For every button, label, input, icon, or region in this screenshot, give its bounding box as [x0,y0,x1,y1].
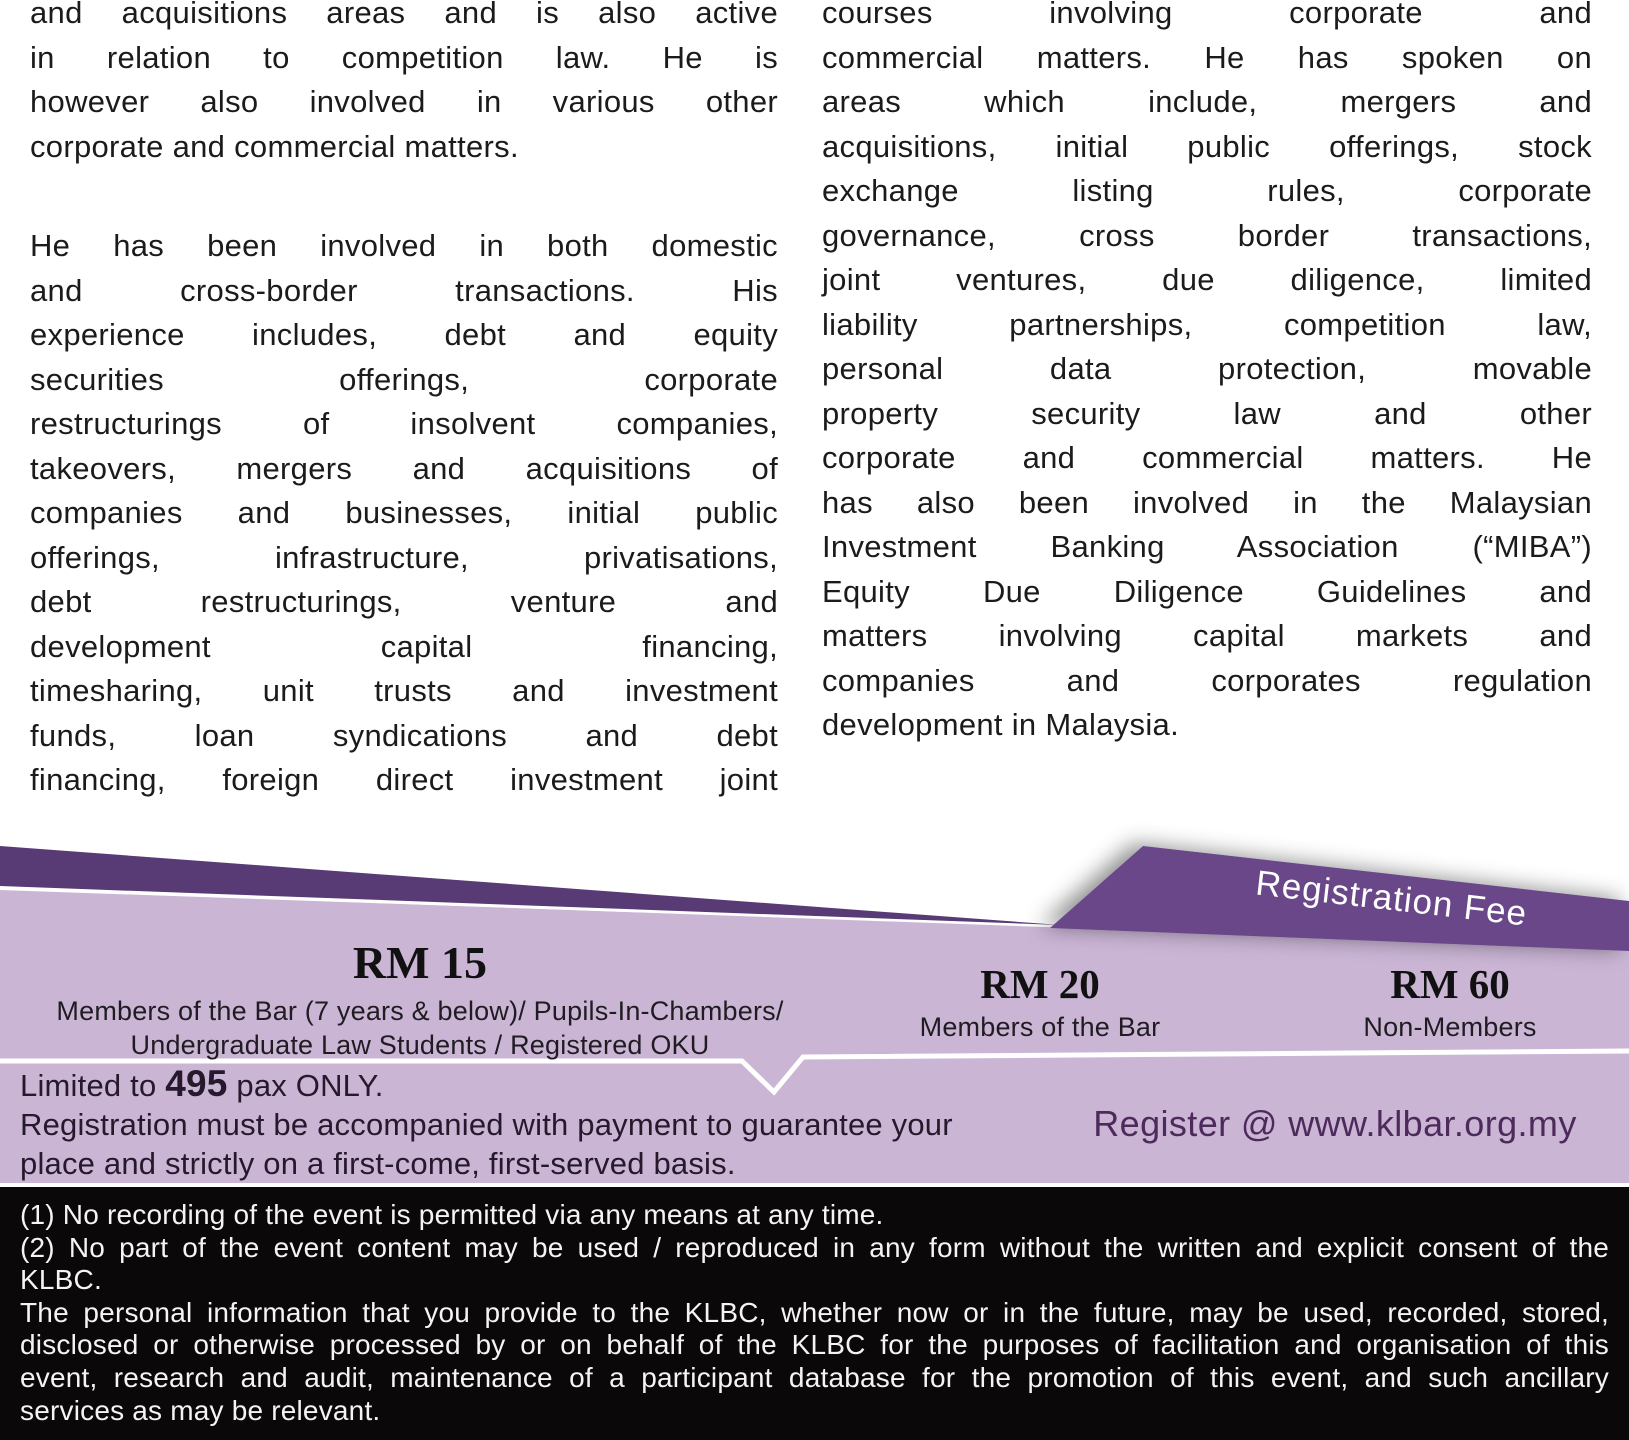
text-line: restructurings of insolvent companies, [30,406,778,441]
text-line: liability partnerships, competition law, [822,306,1592,342]
text-line: financing, foreign direct investment joi… [30,762,778,797]
price-rm15: RM 15 [352,937,488,988]
text-line: companies and corporates regulation [822,662,1592,698]
text-line: governance, cross border transactions, [822,217,1592,253]
text-line: Registration must be accompanied with pa… [20,1107,953,1142]
text-line: development capital financing, [30,628,778,664]
text-line: matters involving capital markets and [822,618,1592,653]
text-line: companies and businesses, initial public [30,495,778,530]
text-line: experience includes, debt and equity [30,317,778,352]
text-line: has also been involved in the Malaysian [822,484,1592,520]
text-line: services as may be relevant. [20,1394,381,1426]
price-rm60: RM 60 [1390,961,1510,1007]
text-line: KLBC. [20,1264,102,1296]
text-line: and cross-border transactions. His [30,272,778,308]
bio-paragraph-3: courses involving corporate and commercia… [822,0,1592,748]
text-line: Equity Due Diligence Guidelines and [822,573,1592,609]
text-line: commercial matters. He has spoken on [822,39,1592,75]
price-rm20-description: Members of the Bar [919,1012,1161,1042]
limit-line: Limited to 495 pax ONLY. [20,1064,1260,1105]
text-line: corporate and commercial matters. [30,128,519,164]
bio-paragraph-2: He has been involved in both domestic and… [30,224,778,803]
price-rm20: RM 20 [980,961,1100,1007]
text-line: areas which include, mergers and [822,84,1592,119]
text-line: development in Malaysia. [822,707,1179,742]
text-line: courses involving corporate and [822,0,1592,30]
terms-footer: (1) No recording of the event is permitt… [0,1187,1629,1440]
text-line: Investment Banking Association (“MIBA”) [822,529,1592,564]
limit-suffix: pax ONLY. [227,1068,384,1103]
rm15-desc-line1: Members of the Bar (7 years & below)/ Pu… [56,996,784,1026]
text-line: event, research and audit, maintenance o… [20,1361,1609,1393]
text-line: offerings, infrastructure, privatisation… [30,539,778,575]
text-line: corporate and commercial matters. He [822,440,1592,475]
price-rm60-description: Non-Members [1363,1012,1537,1042]
payment-note: Registration must be accompanied with pa… [20,1105,1260,1183]
limit-pax-count: 495 [165,1063,228,1104]
limit-prefix: Limited to [20,1068,166,1103]
text-line: timesharing, unit trusts and investment [30,673,778,708]
bio-right-column: courses involving corporate and commercia… [822,0,1592,748]
text-line: funds, loan syndications and debt [30,717,778,753]
text-line: property security law and other [822,395,1592,431]
text-line: securities offerings, corporate [30,361,778,397]
text-line: however also involved in various other [30,84,778,119]
bio-paragraph-1: and acquisitions areas and is also activ… [30,0,778,169]
registration-fee-ribbon-label: Registration Fee [1253,863,1530,934]
text-line: The personal information that you provid… [20,1296,1609,1328]
text-line: place and strictly on a first-come, firs… [20,1146,736,1181]
text-line: (1) No recording of the event is permitt… [20,1199,884,1230]
price-rm15-description: Members of the Bar (7 years & below)/ Pu… [40,994,800,1062]
text-line: (2) No part of the event content may be … [20,1231,1609,1263]
text-line: joint ventures, due diligence, limited [822,262,1592,297]
text-line: He has been involved in both domestic [30,228,778,263]
register-url-link[interactable]: Register @ www.klbar.org.my [1093,1103,1577,1144]
text-line: takeovers, mergers and acquisitions of [30,450,778,486]
rm15-desc-line2: Undergraduate Law Students / Registered … [130,1030,710,1060]
bio-left-column: and acquisitions areas and is also activ… [30,0,778,803]
text-line: disclosed or otherwise processed by or o… [20,1329,1609,1361]
registration-limit-note: Limited to 495 pax ONLY. Registration mu… [20,1064,1260,1183]
dark-wedge [0,846,1060,925]
panel-hairline [0,886,1059,928]
text-line: personal data protection, movable [822,351,1592,386]
terms-paragraph-1: (1) No recording of the event is permitt… [20,1199,1609,1232]
text-line: exchange listing rules, corporate [822,173,1592,208]
text-line: and acquisitions areas and is also activ… [30,0,778,30]
text-line: acquisitions, initial public offerings, … [822,128,1592,164]
terms-paragraph-2: (2) No part of the event content may be … [20,1232,1609,1297]
terms-paragraph-3: The personal information that you provid… [20,1297,1609,1427]
text-line: debt restructurings, venture and [30,584,778,619]
text-line: in relation to competition law. He is [30,39,778,75]
